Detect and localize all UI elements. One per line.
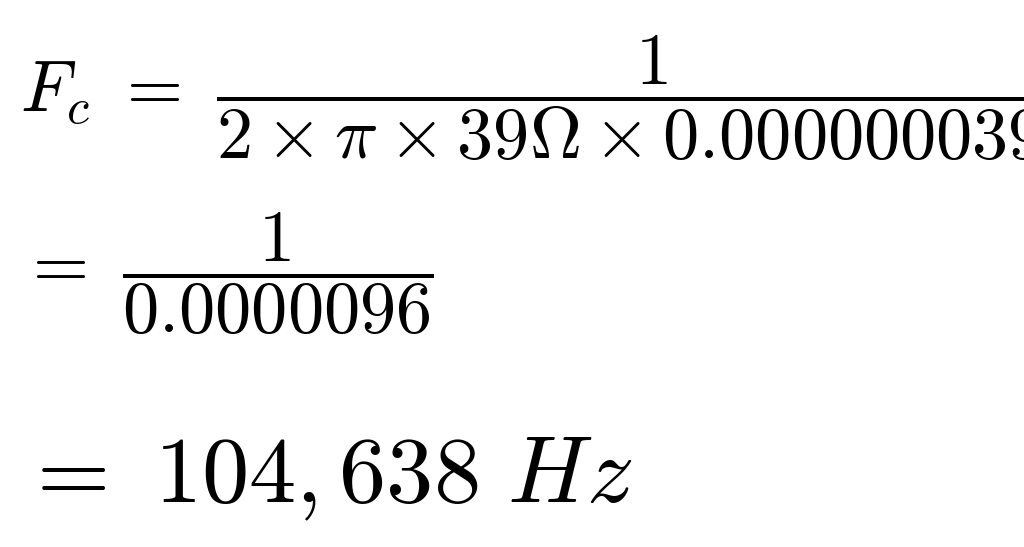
- Text: $F_c \ = \ \dfrac{1}{2\times\pi\times39\Omega\times0.000000039F}$: $F_c \ = \ \dfrac{1}{2\times\pi\times39\…: [20, 34, 1024, 163]
- Text: $= \ \dfrac{1}{0.0000096}$: $= \ \dfrac{1}{0.0000096}$: [20, 210, 434, 337]
- Text: $= \ 104,638 \ \mathit{Hz}$: $= \ 104,638 \ \mathit{Hz}$: [20, 430, 633, 522]
